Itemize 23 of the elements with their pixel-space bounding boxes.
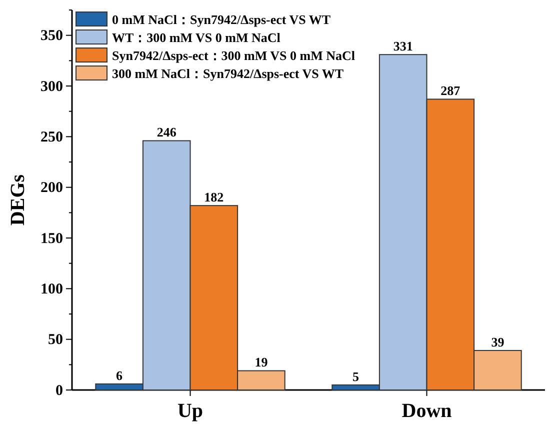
y-tick-label: 0 [56,382,63,399]
data-label: 246 [156,124,177,140]
legend-label: Syn7942/Δsps-ect：300 mM VS 0 mM NaCl [112,48,356,63]
data-label: 182 [204,190,224,205]
data-label: 5 [352,368,360,384]
data-label: 287 [440,83,461,98]
y-tick-label: 250 [40,129,63,146]
x-tick-label: Up [177,400,204,422]
y-axis-title: DEGs [7,174,29,226]
y-tick-label: 50 [48,332,63,348]
data-label: 6 [116,368,124,383]
y-tick-label: 300 [40,78,63,95]
data-label: 39 [491,334,505,350]
y-tick-label: 100 [40,281,63,298]
y-tick-label: 200 [40,180,63,196]
data-label: 19 [254,354,268,370]
legend-label: WT：300 mM VS 0 mM NaCl [112,30,281,45]
y-tick-label: 350 [40,28,63,44]
data-label: 331 [393,38,413,54]
legend-label: 0 mM NaCl：Syn7942/Δsps-ect VS WT [112,12,331,27]
x-tick-label: Down [402,400,452,422]
legend-label: 300 mM NaCl：Syn7942/Δsps-ect VS WT [112,66,344,81]
y-tick-label: 150 [40,230,63,247]
